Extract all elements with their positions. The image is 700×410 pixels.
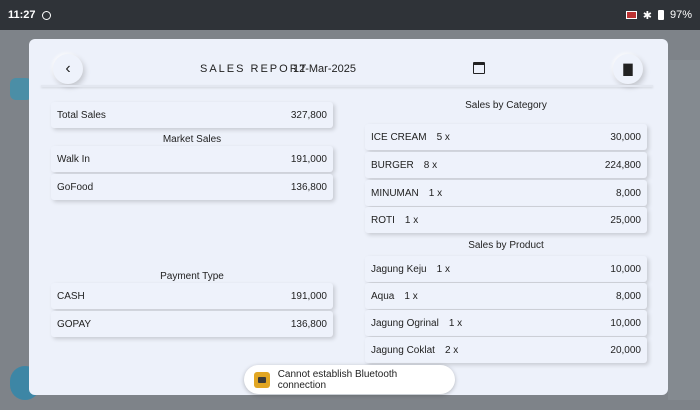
category-row: MINUMAN 1 x 8,000: [365, 180, 647, 206]
product-row: Aqua 1 x 8,000: [365, 283, 647, 309]
category-value: 224,800: [604, 159, 641, 171]
category-row: ROTI 1 x 25,000: [365, 207, 647, 233]
total-sales-value: 327,800: [290, 109, 327, 121]
category-label: BURGER: [371, 159, 414, 171]
printer-app-icon: [254, 371, 270, 388]
total-sales-row: Total Sales 327,800: [51, 102, 333, 128]
chevron-left-icon: ‹: [65, 60, 71, 77]
payment-type-row: CASH 191,000: [51, 283, 333, 309]
category-row: ICE CREAM 5 x 30,000: [365, 124, 647, 150]
payment-type-label: CASH: [57, 290, 85, 302]
notification-icon: [41, 10, 51, 20]
payment-type-value: 191,000: [290, 290, 327, 302]
category-qty: 1 x: [428, 187, 443, 199]
product-row: Jagung Ogrinal 1 x 10,000: [365, 310, 647, 336]
product-label: Jagung Keju: [371, 263, 427, 275]
product-value: 10,000: [610, 317, 641, 329]
product-qty: 1 x: [436, 263, 450, 275]
category-qty: 5 x: [436, 131, 450, 143]
header-divider: [41, 85, 653, 87]
image-notification-icon: [625, 11, 637, 19]
category-label: ROTI: [371, 214, 395, 226]
category-value: 30,000: [610, 131, 641, 143]
market-sales-value: 191,000: [290, 153, 327, 165]
market-sales-value: 136,800: [290, 181, 327, 193]
payment-type-label: GOPAY: [57, 318, 92, 330]
category-label: ICE CREAM: [371, 131, 427, 143]
category-row: BURGER 8 x 224,800: [365, 152, 647, 178]
product-label: Jagung Coklat: [371, 344, 435, 356]
product-qty: 2 x: [444, 344, 459, 356]
report-title: SALES REPORT: [200, 63, 309, 75]
calendar-icon[interactable]: [473, 62, 485, 74]
market-sales-label: Walk In: [57, 153, 90, 165]
category-label: MINUMAN: [371, 187, 419, 199]
back-button[interactable]: ‹: [53, 54, 83, 84]
product-label: Aqua: [371, 290, 395, 302]
battery-level: 97%: [669, 9, 692, 21]
market-sales-label: GoFood: [57, 181, 94, 193]
background-side-panel: [668, 60, 700, 400]
category-value: 8,000: [615, 187, 641, 199]
product-qty: 1 x: [404, 290, 418, 302]
payment-type-value: 136,800: [290, 318, 327, 330]
market-sales-row: GoFood 136,800: [51, 174, 333, 200]
payment-type-title: Payment Type: [160, 271, 224, 282]
report-date: 12-Mar-2025: [293, 63, 356, 75]
market-sales-title: Market Sales: [162, 134, 222, 145]
report-header: ‹ SALES REPORT 12-Mar-2025 ▇: [41, 51, 655, 87]
product-value: 20,000: [610, 344, 641, 356]
bluetooth-icon: ✱: [642, 9, 652, 22]
product-row: Jagung Coklat 2 x 20,000: [365, 337, 647, 363]
battery-icon: [657, 10, 664, 20]
background-tab: [10, 78, 32, 100]
market-sales-row: Walk In 191,000: [51, 146, 333, 172]
product-value: 10,000: [610, 263, 641, 275]
category-qty: 8 x: [423, 159, 438, 171]
category-qty: 1 x: [404, 214, 419, 226]
product-label: Jagung Ogrinal: [371, 317, 439, 329]
bluetooth-toast: Cannot establish Bluetooth connection: [244, 365, 455, 394]
sales-report-dialog: ‹ SALES REPORT 12-Mar-2025 ▇ Total Sales…: [29, 39, 668, 395]
sales-by-product-title: Sales by Product: [468, 240, 544, 251]
product-row: Jagung Keju 1 x 10,000: [365, 256, 647, 282]
printer-icon: ▇: [623, 62, 633, 76]
print-button[interactable]: ▇: [613, 54, 643, 84]
sales-by-category-title: Sales by Category: [465, 100, 547, 111]
category-value: 25,000: [610, 214, 641, 226]
status-time: 11:27: [8, 9, 36, 21]
status-bar: 11:27 ✱ 97%: [0, 0, 700, 30]
toast-message: Cannot establish Bluetooth connection: [277, 368, 398, 391]
product-value: 8,000: [615, 290, 641, 302]
product-qty: 1 x: [448, 317, 463, 329]
payment-type-row: GOPAY 136,800: [51, 311, 333, 337]
total-sales-label: Total Sales: [57, 109, 106, 121]
